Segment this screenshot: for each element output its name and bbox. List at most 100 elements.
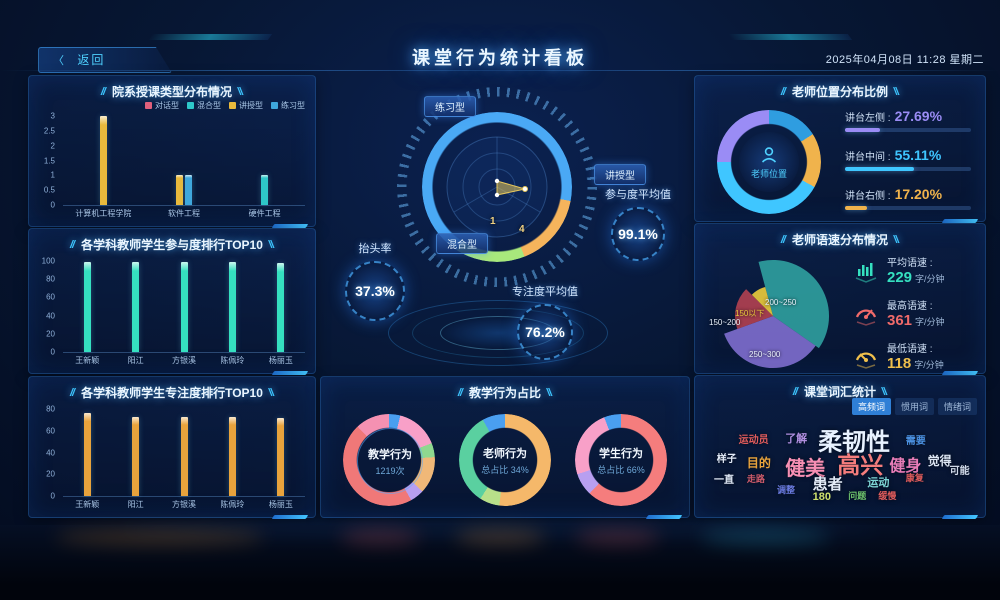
metric-bubble: 参与度平均值 99.1%: [597, 186, 679, 261]
legend-item[interactable]: 对话型: [145, 100, 179, 111]
behavior-donut: 老师行为总占比 34%: [447, 407, 563, 513]
donut-ring: [459, 414, 551, 506]
bar-plot: 王新颖 阳江 方银溪 陈佩玲 杨丽玉: [63, 409, 306, 511]
bar-plot: 计算机工程学院 软件工程 硬件工程: [63, 116, 306, 220]
metric-value: 37.3%: [355, 283, 395, 299]
bar: [228, 261, 236, 352]
position-stat-track: [845, 206, 971, 210]
panel-participation-top10: 各学科教师学生参与度排行TOP10 0 20 40 60 80 100 王新颖 阳江 方银溪 陈佩…: [28, 228, 316, 374]
donut-sublabel: 总占比 66%: [597, 464, 645, 475]
y-tick-label: 80: [46, 404, 55, 414]
bar-group: 硬件工程: [224, 116, 306, 220]
gauge-type-label: 练习型: [424, 96, 476, 117]
donut-label: 学生行为: [599, 447, 643, 460]
word-cloud-item: 调整: [776, 485, 795, 496]
word-cloud-item: 健身: [889, 458, 922, 476]
dashboard: 返回 课堂行为统计看板 2025年04月08日 11:28 星期二 院系授课类型…: [0, 0, 1000, 525]
y-tick-label: 1: [50, 170, 55, 180]
pie-slice-label: 250~300: [749, 350, 781, 359]
speed-stat-value: 229 字/分钟: [887, 269, 945, 286]
x-axis-label: 软件工程: [168, 209, 200, 218]
bars: [159, 409, 209, 497]
position-stat-line: 讲台右侧 :17.20%: [845, 186, 971, 202]
word-cloud-item: 觉得: [927, 454, 952, 469]
focus-bar-chart: 0 20 40 60 80 王新颖 阳江 方银溪 陈佩玲 杨丽玉: [37, 404, 307, 511]
vocab-tab-高频词[interactable]: 高频词: [851, 398, 891, 415]
panel-course-type-header: 院系授课类型分布情况: [29, 76, 315, 100]
title-slash-icon: [70, 387, 74, 399]
reflection-glow: [700, 529, 830, 545]
pie-slice: [751, 287, 773, 316]
vocab-tab-情绪词[interactable]: 情绪词: [937, 398, 977, 415]
position-stat-label: 讲台中间 :: [845, 152, 891, 163]
metric-label: 抬头率: [358, 243, 392, 255]
donut-sublabel: 总占比 34%: [481, 464, 529, 475]
bar-group: 方银溪: [159, 409, 209, 511]
vocab-tab-惯用词[interactable]: 惯用词: [894, 398, 934, 415]
pie-slice-label: 150~200: [709, 318, 741, 327]
panel-position-header: 老师位置分布比例: [695, 76, 985, 100]
y-tick-label: 1.5: [43, 156, 55, 165]
bar: [132, 416, 140, 496]
speed-stat-row: 最低语速 :118 字/分钟: [853, 340, 975, 372]
bars: [208, 261, 257, 353]
speed-stat-label: 最高语速 :: [887, 301, 933, 312]
pie-slice-label: 200~250: [765, 298, 797, 307]
word-cloud-item: 180: [812, 491, 831, 504]
behavior-donut: 教学行为 1219次: [331, 407, 447, 513]
bars: [256, 261, 306, 353]
speed-stat-value: 361 字/分钟: [887, 312, 945, 329]
bars: [256, 409, 306, 497]
x-axis-label: 硬件工程: [248, 209, 281, 218]
gauge-point-value: 1: [490, 216, 496, 227]
word-cloud-item: 一直: [713, 475, 734, 487]
legend-item[interactable]: 练习型: [271, 100, 305, 111]
gauge-type-label: 混合型: [436, 233, 488, 254]
teacher-icon: [761, 146, 777, 163]
bar: [132, 261, 140, 352]
donut-label: 老师行为: [483, 447, 527, 460]
bar: [83, 261, 91, 352]
teacher-position-center: 老师位置: [739, 132, 799, 192]
metric-bubble: 专注度平均值 76.2%: [502, 283, 588, 360]
speed-stat-text: 平均语速 :229 字/分钟: [887, 254, 945, 286]
donut-hole: 学生行为总占比 66%: [589, 428, 653, 492]
donut-hole: 老师行为总占比 34%: [473, 428, 537, 492]
legend-swatch: [271, 102, 278, 109]
header-divider: [0, 70, 1000, 71]
legend-label: 讲授型: [239, 101, 263, 110]
metric-ring: 99.1%: [611, 207, 665, 261]
x-axis-label: 阳江: [127, 356, 144, 365]
speed-stat-label: 最低语速 :: [887, 344, 933, 355]
position-stat-fill: [845, 206, 867, 210]
title-slash-icon: [781, 86, 785, 98]
bar-group: 王新颖: [63, 261, 112, 367]
legend-item[interactable]: 讲授型: [229, 100, 263, 111]
x-axis-label: 阳江: [127, 500, 144, 509]
title-slash-icon: [548, 387, 552, 399]
title-slash-icon: [70, 239, 74, 251]
word-cloud-item: 缓慢: [878, 491, 897, 502]
gauge-type-label: 讲授型: [594, 164, 646, 185]
word-cloud-item: 目的: [746, 456, 771, 470]
back-button[interactable]: 返回: [38, 47, 172, 73]
x-axis-label: 陈佩玲: [220, 500, 245, 509]
bar-group: 杨丽玉: [256, 261, 306, 367]
word-cloud-item: 样子: [716, 454, 737, 466]
panel-participation-title: 各学科教师学生参与度排行TOP10: [81, 238, 263, 252]
bar: [180, 261, 188, 352]
position-stat-line: 讲台中间 :55.11%: [845, 147, 971, 163]
y-tick-label: 80: [46, 274, 55, 284]
y-tick-label: 0: [50, 347, 55, 357]
x-axis-label: 陈佩玲: [220, 356, 245, 365]
word-cloud-item: 走路: [746, 474, 765, 485]
bar: [99, 116, 107, 205]
datetime-label: 2025年04月08日 11:28 星期二: [825, 54, 984, 66]
pie-slice: [758, 259, 830, 349]
y-tick-label: 60: [46, 292, 55, 302]
legend-item[interactable]: 混合型: [187, 100, 221, 111]
position-stat-value: 55.11%: [894, 147, 942, 163]
bar-plot: 王新颖 阳江 方银溪 陈佩玲 杨丽玉: [63, 261, 306, 367]
gauge-radar: [437, 127, 557, 247]
sound-bars-icon: [853, 257, 879, 283]
